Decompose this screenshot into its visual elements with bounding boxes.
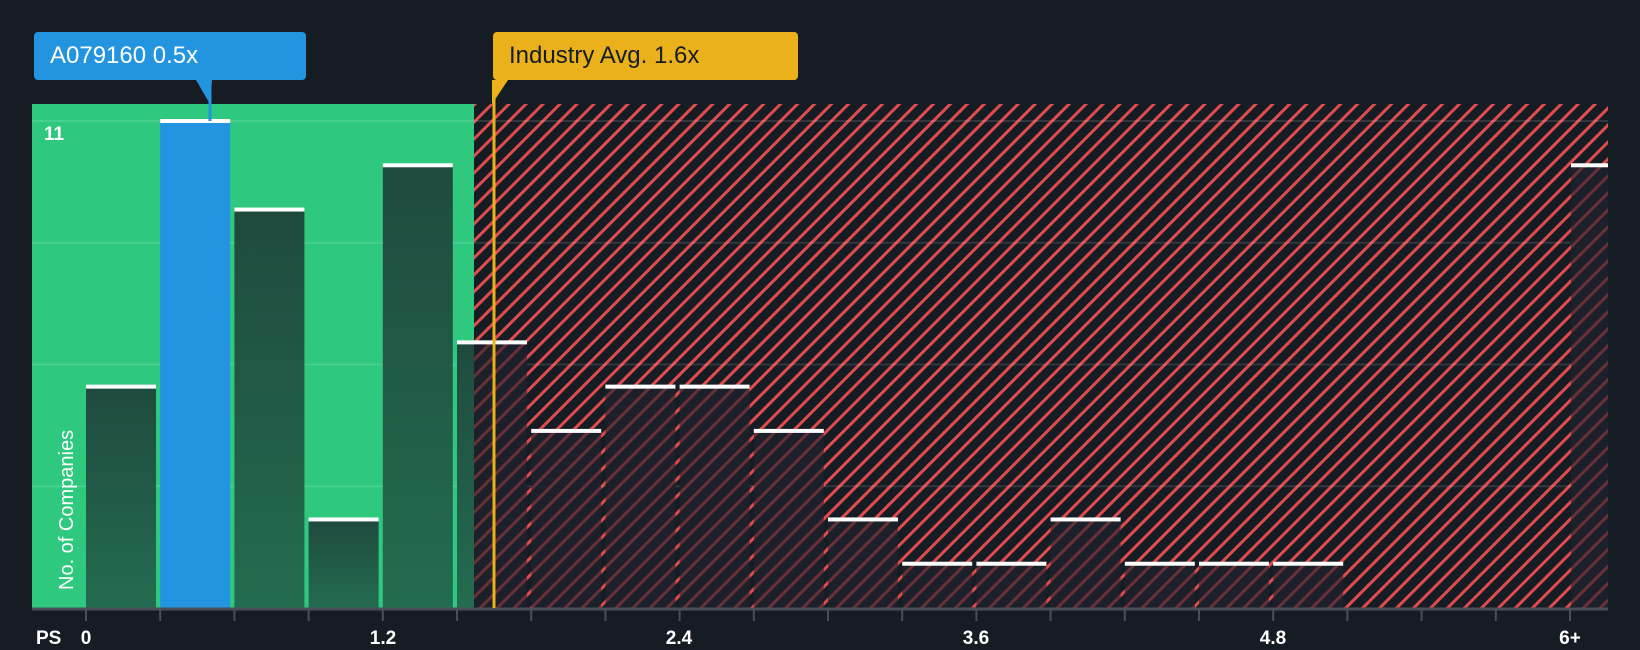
bar <box>86 384 156 608</box>
bar <box>1273 561 1344 608</box>
industry-average-line <box>196 80 508 608</box>
bar <box>976 561 1047 608</box>
bar <box>160 119 231 608</box>
y-axis-title: No. of Companies <box>56 429 78 590</box>
bar <box>605 384 676 608</box>
industry-average-label: Industry Avg. 1.6x <box>509 42 700 69</box>
x-tick-label: 4.8 <box>1259 628 1287 649</box>
x-tick-label: 0 <box>80 628 92 649</box>
bar <box>457 340 527 608</box>
bar <box>531 428 602 608</box>
company-ps-callout: A079160 0.5x <box>34 32 306 80</box>
bar <box>828 517 898 608</box>
bar <box>679 384 750 608</box>
x-tick-label: 1.2 <box>369 628 397 649</box>
bar <box>1571 163 1608 609</box>
bar <box>1124 561 1195 608</box>
bar <box>1199 561 1269 608</box>
x-tick-label: 3.6 <box>962 628 990 649</box>
x-tick-label: 2.4 <box>665 628 693 649</box>
bars <box>86 119 1608 609</box>
x-tick-label: 6+ <box>1559 628 1581 649</box>
industry-average-callout: Industry Avg. 1.6x <box>493 32 798 80</box>
company-ps-label: A079160 0.5x <box>50 42 199 69</box>
bar <box>1050 517 1121 608</box>
bar <box>382 163 453 609</box>
x-axis <box>32 607 1608 621</box>
bar <box>308 517 379 608</box>
bar <box>234 207 305 608</box>
x-axis-prefix: PS <box>36 628 62 649</box>
y-axis-max-label: 11 <box>44 124 65 145</box>
bar <box>753 428 824 608</box>
bar <box>902 561 973 608</box>
